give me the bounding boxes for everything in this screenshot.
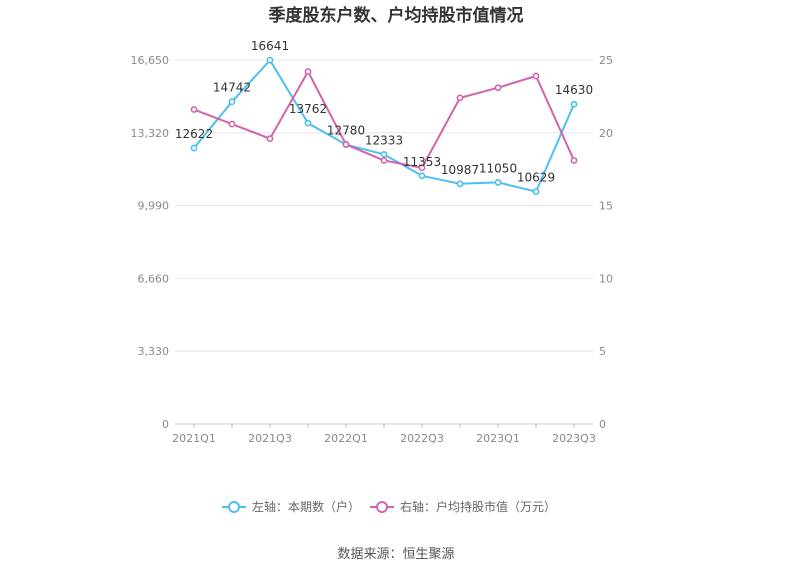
y-right-tick-label: 0 (599, 418, 606, 431)
legend-item-avg-value[interactable]: 右轴：户均持股市值（万元） (370, 499, 556, 514)
series-layer (190, 56, 578, 196)
x-tick-label: 2023Q1 (476, 432, 520, 445)
data-label: 14630 (555, 83, 593, 97)
y-left-tick-label: 9,990 (138, 200, 170, 213)
y-left-tick-label: 16,650 (131, 54, 170, 67)
data-label: 10987 (441, 163, 479, 177)
x-tick-label: 2022Q3 (400, 432, 444, 445)
legend-label: 左轴：本期数（户） (252, 499, 360, 514)
point-holders (494, 179, 502, 186)
data-labels: 12622 14742 16641 1376212780123331135310987… (175, 39, 593, 184)
point-avg-value (570, 157, 578, 164)
point-avg-value (342, 141, 350, 148)
y-left-tick-label: 0 (162, 418, 169, 431)
point-holders (570, 100, 578, 108)
point-avg-value (190, 106, 198, 113)
data-label: 13762 (289, 102, 327, 116)
x-tick-label: 2022Q1 (324, 432, 368, 445)
x-tick-label: 2021Q1 (172, 432, 216, 445)
legend-marker (228, 501, 240, 513)
point-avg-value (532, 72, 540, 80)
axes: 0 0 3,330 5 6,660 10 9,990 15 13,320 20 16,650 25 20… (131, 54, 614, 445)
data-label: 11050 (479, 161, 517, 175)
x-tick-label: 2021Q3 (248, 432, 292, 445)
y-right-tick-label: 25 (599, 54, 613, 67)
y-right-tick-label: 20 (599, 127, 613, 140)
point-holders (228, 98, 236, 106)
data-label: 14742 (213, 81, 251, 95)
data-label: 10629 (517, 171, 555, 185)
point-avg-value (266, 135, 274, 143)
point-holders (532, 188, 540, 196)
data-label: 12333 (365, 133, 403, 147)
x-tick-label: 2023Q3 (552, 432, 596, 445)
y-right-tick-label: 15 (599, 200, 613, 213)
legend-marker (376, 501, 388, 513)
chart-title: 季度股东户数、户均持股市值情况 (269, 5, 524, 26)
y-right-tick-label: 5 (599, 345, 606, 358)
point-avg-value (380, 157, 388, 164)
y-right-tick-label: 10 (599, 272, 613, 285)
data-label: 12780 (327, 124, 365, 138)
legend-item-holders[interactable]: 左轴：本期数（户） (222, 499, 360, 514)
point-avg-value (304, 68, 312, 76)
point-holders (266, 56, 274, 64)
data-source-note: 数据来源：恒生聚源 (337, 547, 454, 562)
data-label: 16641 (251, 39, 289, 53)
point-holders (304, 119, 312, 127)
y-left-tick-label: 3,330 (138, 345, 170, 358)
point-avg-value (228, 120, 236, 128)
y-left-tick-label: 6,660 (138, 272, 170, 285)
data-label: 12622 (175, 127, 213, 141)
y-left-tick-label: 13,320 (131, 127, 170, 140)
grid-lines (175, 59, 593, 425)
legend-label: 右轴：户均持股市值（万元） (400, 499, 556, 514)
point-holders (190, 144, 198, 152)
point-avg-value (418, 164, 426, 172)
point-holders (456, 180, 464, 188)
data-label: 11353 (403, 155, 441, 169)
point-avg-value (494, 84, 502, 92)
point-holders (380, 150, 388, 158)
point-holders (418, 172, 426, 180)
point-avg-value (456, 94, 464, 102)
legend[interactable]: 左轴：本期数（户） 右轴：户均持股市值（万元） (222, 499, 556, 514)
